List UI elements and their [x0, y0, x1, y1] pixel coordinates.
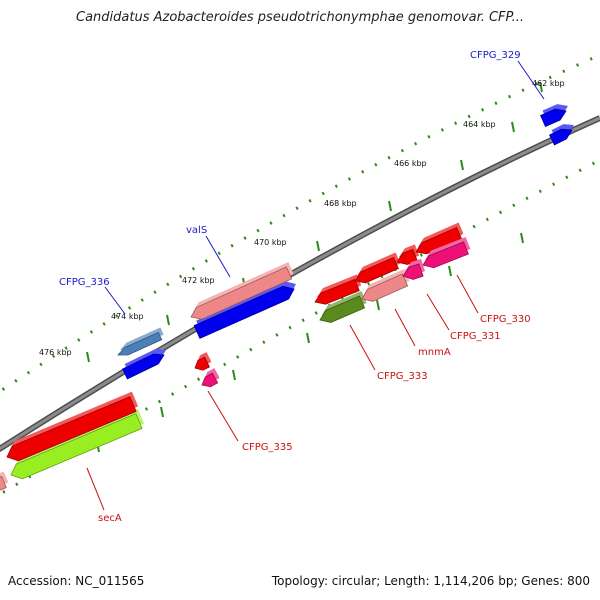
kbp-tick-label: 468 kbp [324, 199, 357, 208]
vals-gene-arrow[interactable] [193, 285, 295, 339]
kbp-tick-label: 470 kbp [254, 238, 287, 247]
major-tick [166, 314, 170, 326]
major-tick [306, 332, 310, 344]
cfpg-336-gene-arrow[interactable] [122, 353, 165, 380]
cfpg-329-gene-label[interactable]: CFPG_329 [470, 50, 521, 61]
kbp-tick-label: 462 kbp [532, 79, 565, 88]
seca-feature-gene-arrow[interactable] [6, 396, 137, 462]
major-tick [232, 369, 236, 381]
cfpg-329-gene-arrow[interactable] [549, 128, 573, 146]
major-tick [316, 240, 320, 252]
cfpg-336-feature-gene-arrow[interactable] [117, 331, 163, 356]
kbp-tick-label: 464 kbp [463, 120, 496, 129]
cfpg-333-feature-gene-arrow[interactable] [314, 278, 360, 305]
kbp-tick-label: 472 kbp [182, 276, 215, 285]
cfpg-329-gene-arrow[interactable] [540, 108, 567, 128]
cfpg-331-feature-gene-arrow[interactable] [415, 226, 462, 255]
major-tick [460, 159, 464, 171]
seca-leader-line [86, 467, 105, 511]
cfpg-336-gene-label[interactable]: CFPG_336 [59, 277, 110, 288]
cfpg-333-leader-line [349, 324, 376, 371]
cfpg-330-gene-arrow[interactable] [422, 241, 469, 269]
accession-text: Accession: NC_011565 [8, 574, 145, 588]
kbp-tick-label: 474 kbp [111, 312, 144, 321]
tick-ring-outer [0, 53, 600, 394]
map-title: Candidatus Azobacteroides pseudotrichony… [76, 10, 524, 25]
mnma-gene-label[interactable]: mnmA [418, 347, 451, 358]
cfpg-333-feature-gene-arrow[interactable] [354, 256, 399, 284]
seca-gene-label[interactable]: secA [98, 513, 122, 524]
genome-backbone [0, 116, 600, 451]
cfpg-330-gene-label[interactable]: CFPG_330 [480, 314, 531, 325]
cfpg-333-gene-arrow[interactable] [319, 295, 366, 323]
cfpg-335-gene-label[interactable]: CFPG_335 [242, 442, 293, 453]
kbp-tick-label: 466 kbp [394, 159, 427, 168]
mnma-gene-arrow[interactable] [361, 273, 409, 302]
major-tick [520, 232, 524, 244]
cfpg-330-leader-line [456, 274, 479, 314]
major-tick [388, 200, 392, 212]
vals-gene-label[interactable]: valS [186, 225, 207, 236]
cfpg-335-leader-line [207, 390, 239, 442]
seca-gene-arrow[interactable] [10, 413, 143, 480]
vals-rna-gene-arrow[interactable] [190, 266, 293, 320]
cfpg-329-leader-line [517, 60, 545, 100]
mnma-feature-gene-arrow[interactable] [396, 248, 418, 265]
cfpg-336-leader-line [104, 286, 126, 315]
cfpg-333-gene-label[interactable]: CFPG_333 [377, 371, 428, 382]
vals-leader-line [205, 235, 231, 278]
major-tick [160, 406, 164, 418]
summary-text: Topology: circular; Length: 1,114,206 bp… [271, 574, 590, 588]
edge-feature-left-gene-arrow[interactable] [0, 475, 7, 491]
mnma-leader-line [394, 308, 416, 347]
major-tick [539, 81, 543, 93]
major-tick [86, 351, 90, 363]
cfpg-335-feature-gene-arrow[interactable] [194, 356, 210, 371]
cfpg-335-gene-arrow[interactable] [201, 372, 219, 388]
cfpg-331-leader-line [426, 293, 450, 331]
major-tick [511, 121, 515, 133]
major-tick [376, 299, 380, 311]
kbp-tick-label: 476 kbp [39, 348, 72, 357]
cfpg-331-gene-arrow[interactable] [402, 263, 424, 280]
cfpg-331-gene-label[interactable]: CFPG_331 [450, 331, 501, 342]
major-tick [448, 265, 452, 277]
